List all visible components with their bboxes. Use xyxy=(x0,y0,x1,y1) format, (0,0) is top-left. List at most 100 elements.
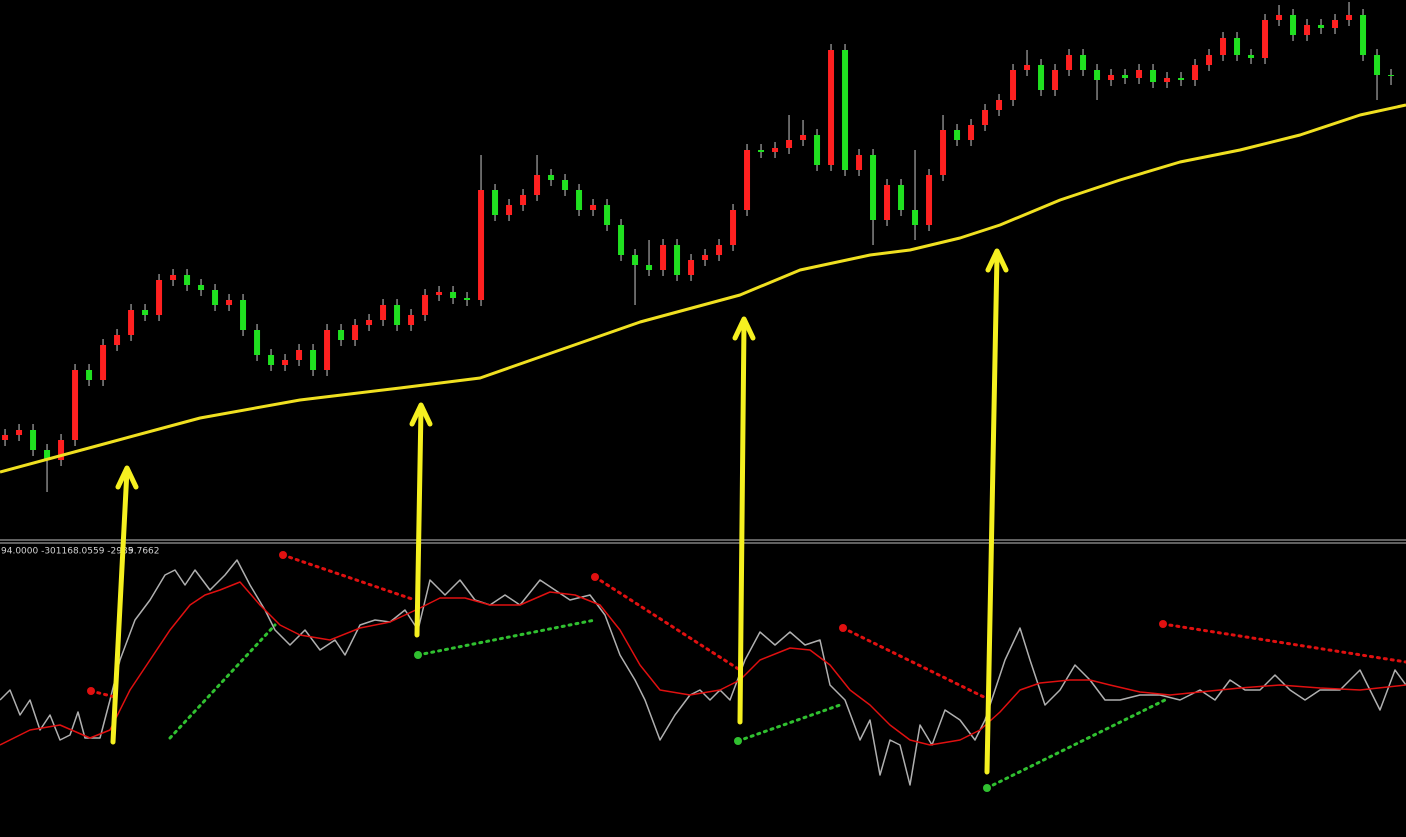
candle-body xyxy=(1360,15,1367,55)
candle-body xyxy=(1178,78,1185,80)
candle-body xyxy=(744,150,751,210)
candle-body xyxy=(1192,65,1199,80)
candle-body xyxy=(520,195,527,205)
candle-body xyxy=(1038,65,1045,90)
candle-body xyxy=(198,285,205,290)
red-dot xyxy=(839,624,847,632)
candle-body xyxy=(758,150,765,152)
candle-body xyxy=(674,245,681,275)
candle-body xyxy=(884,185,891,220)
candle-body xyxy=(1052,70,1059,90)
candle-body xyxy=(1136,70,1143,78)
candle-body xyxy=(1150,70,1157,82)
green-trendline xyxy=(416,618,597,657)
candle-body xyxy=(618,225,625,255)
candle-body xyxy=(170,275,177,280)
candle-body xyxy=(912,210,919,225)
candle-body xyxy=(450,292,457,298)
candle-body xyxy=(548,175,555,180)
candle-body xyxy=(856,155,863,170)
arrow xyxy=(984,252,1000,775)
candle-body xyxy=(338,330,345,340)
candle-body xyxy=(646,265,653,270)
candle-body xyxy=(436,292,443,295)
candle-body xyxy=(1304,25,1311,35)
candle-body xyxy=(786,140,793,148)
candle-body xyxy=(478,190,485,300)
candle-body xyxy=(772,148,779,152)
candle-body xyxy=(1234,38,1241,55)
trend-dots xyxy=(87,551,1167,792)
candle-body xyxy=(716,245,723,255)
candle-body xyxy=(996,100,1003,110)
candle-body xyxy=(156,280,163,315)
candle-body xyxy=(702,255,709,260)
candle-body xyxy=(954,130,961,140)
green-trendline xyxy=(985,698,1167,790)
green-dot xyxy=(983,784,991,792)
candle-body xyxy=(590,205,597,210)
red-trendline xyxy=(89,689,117,699)
green-trendline xyxy=(736,703,842,743)
candle-body xyxy=(1080,55,1087,70)
candle-body xyxy=(2,435,9,440)
candle-body xyxy=(632,255,639,265)
candle-body xyxy=(1276,15,1283,20)
candle-body xyxy=(1066,55,1073,70)
red-dot xyxy=(1159,620,1167,628)
candle-body xyxy=(926,175,933,225)
candle-body xyxy=(730,210,737,245)
candle-body xyxy=(1024,65,1031,70)
candle-body xyxy=(1206,55,1213,65)
candle-body xyxy=(366,320,373,325)
candle-body xyxy=(1262,20,1269,58)
candle-body xyxy=(86,370,93,380)
candle-body xyxy=(814,135,821,165)
candle-body xyxy=(324,330,331,370)
candle-body xyxy=(100,345,107,380)
candle-body xyxy=(506,205,513,215)
candle-body xyxy=(1094,70,1101,80)
candle-body xyxy=(422,295,429,315)
candle-body xyxy=(128,310,135,335)
line xyxy=(0,103,1406,474)
candle-body xyxy=(1108,75,1115,80)
candle-body xyxy=(310,350,317,370)
candle-body xyxy=(142,310,149,315)
candle-body xyxy=(1290,15,1297,35)
candle-body xyxy=(534,175,541,195)
candle-body xyxy=(1332,20,1339,28)
candle-body xyxy=(870,155,877,220)
red-trendline xyxy=(841,626,992,702)
candle-body xyxy=(114,335,121,345)
candle-body xyxy=(254,330,261,355)
candle-body xyxy=(576,190,583,210)
candle-body xyxy=(800,135,807,140)
candle-body xyxy=(1122,75,1129,78)
candle-body xyxy=(940,130,947,175)
arrow-head xyxy=(115,465,139,490)
red-trendline xyxy=(281,553,417,602)
plot-area xyxy=(0,2,1406,786)
arrow xyxy=(737,320,747,725)
green-trendline xyxy=(168,623,277,740)
candle-body xyxy=(44,450,51,460)
candle-body xyxy=(1374,55,1381,75)
trend-lines xyxy=(89,553,1406,790)
candle-body xyxy=(968,125,975,140)
candle-body xyxy=(688,260,695,275)
candle-body xyxy=(16,430,23,435)
candle-body xyxy=(184,275,191,285)
candle-body xyxy=(828,50,835,165)
candle-body xyxy=(212,290,219,305)
red-dot xyxy=(87,687,95,695)
candle-body xyxy=(240,300,247,330)
candle-body xyxy=(1010,70,1017,100)
candle-body xyxy=(268,355,275,365)
candle-body xyxy=(380,305,387,320)
green-dot xyxy=(734,737,742,745)
green-dot xyxy=(414,651,422,659)
indicator-values: 94.0000 -301168.0559 -2985 xyxy=(1,547,133,557)
candle-body xyxy=(492,190,499,215)
arrow xyxy=(414,405,424,638)
